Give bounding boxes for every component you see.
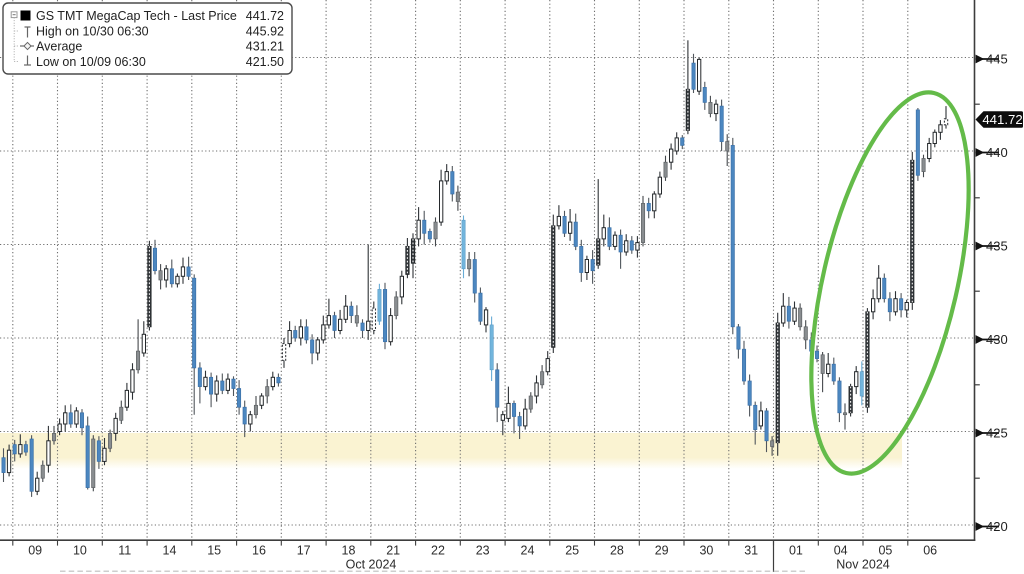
svg-text:14: 14 [163,544,177,558]
svg-text:Low on 10/09 06:30: Low on 10/09 06:30 [36,55,146,69]
svg-text:Nov 2024: Nov 2024 [836,558,890,572]
svg-text:25: 25 [565,544,579,558]
svg-text:Average: Average [36,39,82,53]
svg-text:GS TMT MegaCap Tech - Last Pri: GS TMT MegaCap Tech - Last Price [36,9,237,23]
svg-text:30: 30 [699,544,713,558]
svg-text:05: 05 [878,544,892,558]
svg-text:425: 425 [986,426,1008,441]
svg-text:22: 22 [431,544,445,558]
svg-text:29: 29 [655,544,669,558]
svg-text:17: 17 [297,544,311,558]
svg-text:High on 10/30 06:30: High on 10/30 06:30 [36,24,149,38]
svg-text:435: 435 [986,239,1008,254]
svg-text:Oct 2024: Oct 2024 [346,558,397,572]
svg-text:440: 440 [986,145,1008,160]
svg-text:04: 04 [834,544,848,558]
svg-text:420: 420 [986,519,1008,534]
svg-text:445.92: 445.92 [246,24,284,38]
svg-text:28: 28 [610,544,624,558]
svg-text:445: 445 [986,52,1008,67]
svg-text:24: 24 [521,544,535,558]
svg-text:31: 31 [744,544,758,558]
svg-text:431.21: 431.21 [246,39,284,53]
svg-text:23: 23 [476,544,490,558]
svg-text:441.72: 441.72 [982,112,1022,127]
svg-text:430: 430 [986,332,1008,347]
svg-text:11: 11 [118,544,131,558]
svg-text:18: 18 [342,544,356,558]
svg-text:10: 10 [73,544,87,558]
svg-text:09: 09 [28,544,42,558]
svg-text:441.72: 441.72 [246,9,284,23]
svg-text:21: 21 [386,544,400,558]
svg-text:421.50: 421.50 [246,55,284,69]
svg-text:01: 01 [789,544,803,558]
svg-text:15: 15 [207,544,221,558]
svg-text:16: 16 [252,544,266,558]
svg-text:06: 06 [923,544,937,558]
